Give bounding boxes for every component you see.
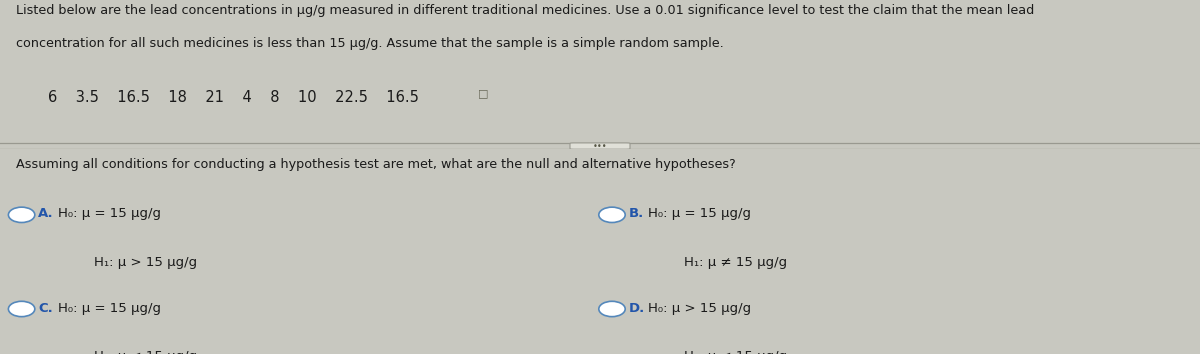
Text: B.: B.: [629, 207, 644, 221]
Text: H₀: μ > 15 μg/g: H₀: μ > 15 μg/g: [648, 302, 751, 315]
FancyBboxPatch shape: [570, 143, 630, 149]
Text: 6    3.5    16.5    18    21    4    8    10    22.5    16.5: 6 3.5 16.5 18 21 4 8 10 22.5 16.5: [48, 90, 419, 104]
Text: H₀: μ = 15 μg/g: H₀: μ = 15 μg/g: [58, 302, 161, 315]
Text: concentration for all such medicines is less than 15 μg/g. Assume that the sampl: concentration for all such medicines is …: [16, 37, 724, 50]
Ellipse shape: [599, 301, 625, 316]
Text: D.: D.: [629, 302, 646, 315]
Ellipse shape: [599, 207, 625, 223]
Text: A.: A.: [38, 207, 54, 221]
Ellipse shape: [8, 301, 35, 316]
Ellipse shape: [8, 207, 35, 223]
Text: H₁: μ < 15 μg/g: H₁: μ < 15 μg/g: [684, 350, 787, 354]
Text: H₁: μ < 15 μg/g: H₁: μ < 15 μg/g: [94, 350, 197, 354]
Text: H₀: μ = 15 μg/g: H₀: μ = 15 μg/g: [648, 207, 751, 221]
Text: H₀: μ = 15 μg/g: H₀: μ = 15 μg/g: [58, 207, 161, 221]
Text: H₁: μ ≠ 15 μg/g: H₁: μ ≠ 15 μg/g: [684, 256, 787, 269]
Text: □: □: [478, 88, 488, 98]
Text: Assuming all conditions for conducting a hypothesis test are met, what are the n: Assuming all conditions for conducting a…: [16, 158, 736, 171]
Text: H₁: μ > 15 μg/g: H₁: μ > 15 μg/g: [94, 256, 197, 269]
Text: •••: •••: [593, 142, 607, 150]
Text: Listed below are the lead concentrations in μg/g measured in different tradition: Listed below are the lead concentrations…: [16, 5, 1034, 17]
Text: C.: C.: [38, 302, 53, 315]
